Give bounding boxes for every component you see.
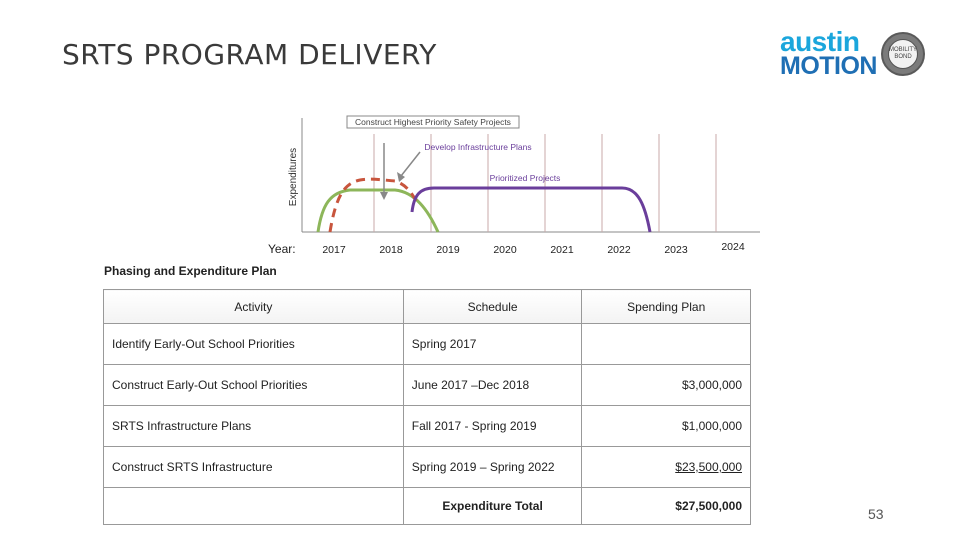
total-label: Expenditure Total xyxy=(402,487,583,525)
spending-cell: $1,000,000 xyxy=(581,405,751,447)
srts-infrastructure-curve xyxy=(410,186,652,233)
page-number: 53 xyxy=(868,506,884,522)
year-label-2024: 2024 xyxy=(721,241,745,253)
activity-cell: SRTS Infrastructure Plans xyxy=(103,405,404,447)
year-label-2017: 2017 xyxy=(322,244,346,256)
schedule-cell: Spring 2017 xyxy=(402,323,583,365)
header-schedule: Schedule xyxy=(402,289,583,324)
year-label-2021: 2021 xyxy=(550,244,574,256)
table-row: SRTS Infrastructure Plans Fall 2017 - Sp… xyxy=(103,405,751,447)
total-value: $27,500,000 xyxy=(581,487,751,525)
table-header-row: Activity Schedule Spending Plan xyxy=(103,289,751,324)
seal-text: MOBILITY BOND xyxy=(888,39,918,69)
develop-arrow-head-icon xyxy=(397,172,405,182)
prioritized-projects-label: Prioritized Projects xyxy=(490,173,561,183)
year-label-2023: 2023 xyxy=(664,244,688,256)
year-label-2019: 2019 xyxy=(436,244,460,256)
table-row: Construct Early-Out School Priorities Ju… xyxy=(103,364,751,406)
construct-early-out-curve xyxy=(316,188,440,233)
develop-plans-label: Develop Infrastructure Plans xyxy=(424,142,531,152)
schedule-cell: Fall 2017 - Spring 2019 xyxy=(402,405,583,447)
year-gridlines xyxy=(373,134,717,232)
header-spending: Spending Plan xyxy=(581,289,751,324)
construct-highest-label: Construct Highest Priority Safety Projec… xyxy=(355,117,511,127)
construct-arrow-head-icon xyxy=(380,192,388,200)
total-empty-cell xyxy=(103,487,404,525)
logo-austin-text: austin xyxy=(780,26,860,57)
activity-cell: Construct Early-Out School Priorities xyxy=(103,364,404,406)
activity-cell: Identify Early-Out School Priorities xyxy=(103,323,404,365)
spending-cell: $23,500,000 xyxy=(581,446,751,488)
year-row-label: Year: xyxy=(268,242,296,256)
activity-cell: Construct SRTS Infrastructure xyxy=(103,446,404,488)
logo-motion-text: MOTION xyxy=(780,52,878,80)
phasing-expenditure-table: Activity Schedule Spending Plan Identify… xyxy=(103,289,751,525)
infrastructure-plans-curve xyxy=(328,177,420,233)
construct-label-box xyxy=(346,115,520,129)
austin-motion-logo: austin MOTION MOBILITY BOND xyxy=(780,28,930,84)
slide-title: SRTS PROGRAM DELIVERY xyxy=(62,38,437,71)
spending-cell xyxy=(581,323,751,365)
develop-arrow xyxy=(400,151,421,177)
total-row: Expenditure Total $27,500,000 xyxy=(103,487,751,525)
phasing-timeline: Expenditures Construct Highest Priority … xyxy=(268,115,760,256)
year-label-2022: 2022 xyxy=(607,244,631,256)
schedule-cell: Spring 2019 – Spring 2022 xyxy=(402,446,583,488)
year-label-2018: 2018 xyxy=(379,244,403,256)
year-labels: 2017 2018 2019 2020 2021 2022 2023 2024 xyxy=(322,241,745,256)
table-row: Identify Early-Out School Priorities Spr… xyxy=(103,323,751,365)
plan-caption: Phasing and Expenditure Plan xyxy=(104,264,277,278)
header-activity: Activity xyxy=(103,289,404,324)
table-row: Construct SRTS Infrastructure Spring 201… xyxy=(103,446,751,488)
y-axis-label: Expenditures xyxy=(288,148,299,206)
year-label-2020: 2020 xyxy=(493,244,517,256)
spending-cell: $3,000,000 xyxy=(581,364,751,406)
mobility-bond-seal-icon: MOBILITY BOND xyxy=(881,32,925,76)
schedule-cell: June 2017 –Dec 2018 xyxy=(402,364,583,406)
